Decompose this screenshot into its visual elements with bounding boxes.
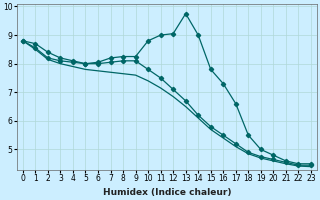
X-axis label: Humidex (Indice chaleur): Humidex (Indice chaleur) (103, 188, 231, 197)
